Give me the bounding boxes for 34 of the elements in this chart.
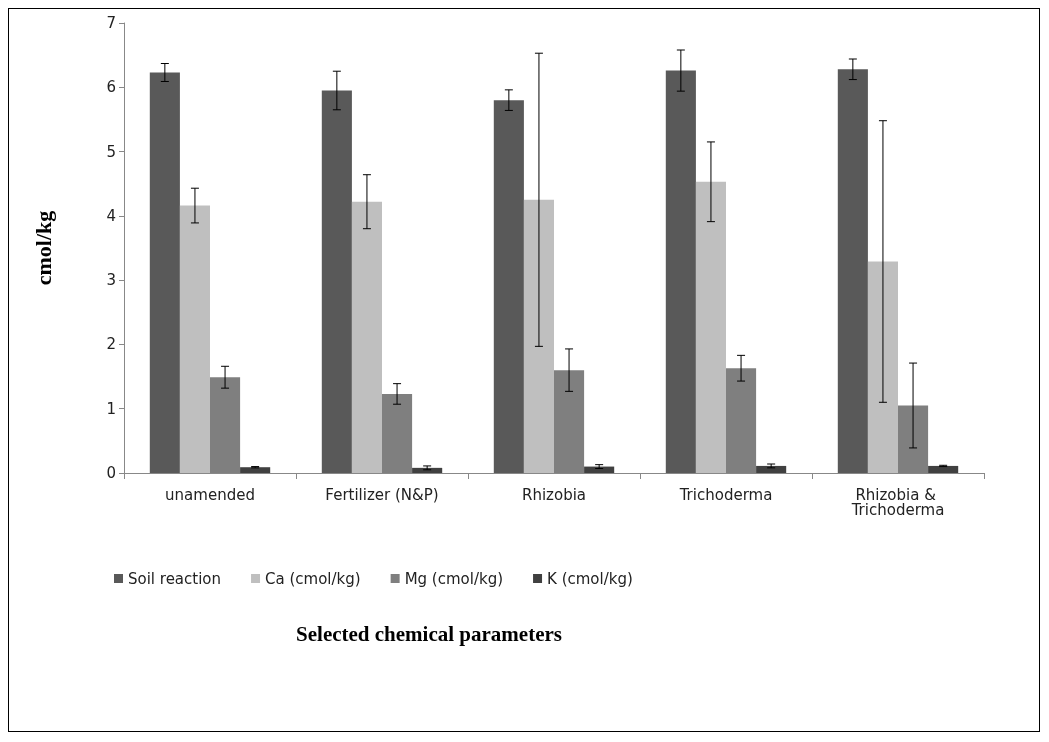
bar [695,181,726,473]
x-tick-label: Trichoderma [678,485,773,504]
y-axis-title: cmol/kg [30,210,56,286]
bar [837,69,868,473]
bar [493,100,524,473]
legend-label: Ca (cmol/kg) [265,569,361,588]
bar [867,261,898,473]
y-tick-label: 0 [106,464,116,482]
y-tick-label: 1 [106,399,116,418]
legend-label: Soil reaction [128,569,222,588]
bar [928,465,959,473]
y-tick-label: 5 [106,142,116,161]
legend-label: Mg (cmol/kg) [404,569,504,588]
x-tick-label: Rhizobia & Trichoderma [850,485,945,519]
y-tick-label: 3 [106,271,116,290]
x-axis-title: Selected chemical parameters [296,621,562,646]
bar [412,467,443,473]
x-tick-label: Fertilizer (N&P) [325,485,439,504]
bar [149,72,180,473]
y-tick-label: 6 [106,78,116,97]
x-tick-label: unamended [165,485,255,504]
bar [665,70,696,473]
x-tick-label: Rhizobia [521,485,587,504]
y-tick-label: 2 [106,335,116,354]
y-tick-label: 4 [106,206,116,225]
bar [523,199,554,473]
bar [351,201,382,473]
bar [321,90,352,473]
bar [179,205,210,473]
y-tick-label: 7 [106,14,116,32]
bar [240,467,271,473]
bar [756,465,787,473]
legend-label: K (cmol/kg) [547,569,633,588]
bar [584,466,615,473]
